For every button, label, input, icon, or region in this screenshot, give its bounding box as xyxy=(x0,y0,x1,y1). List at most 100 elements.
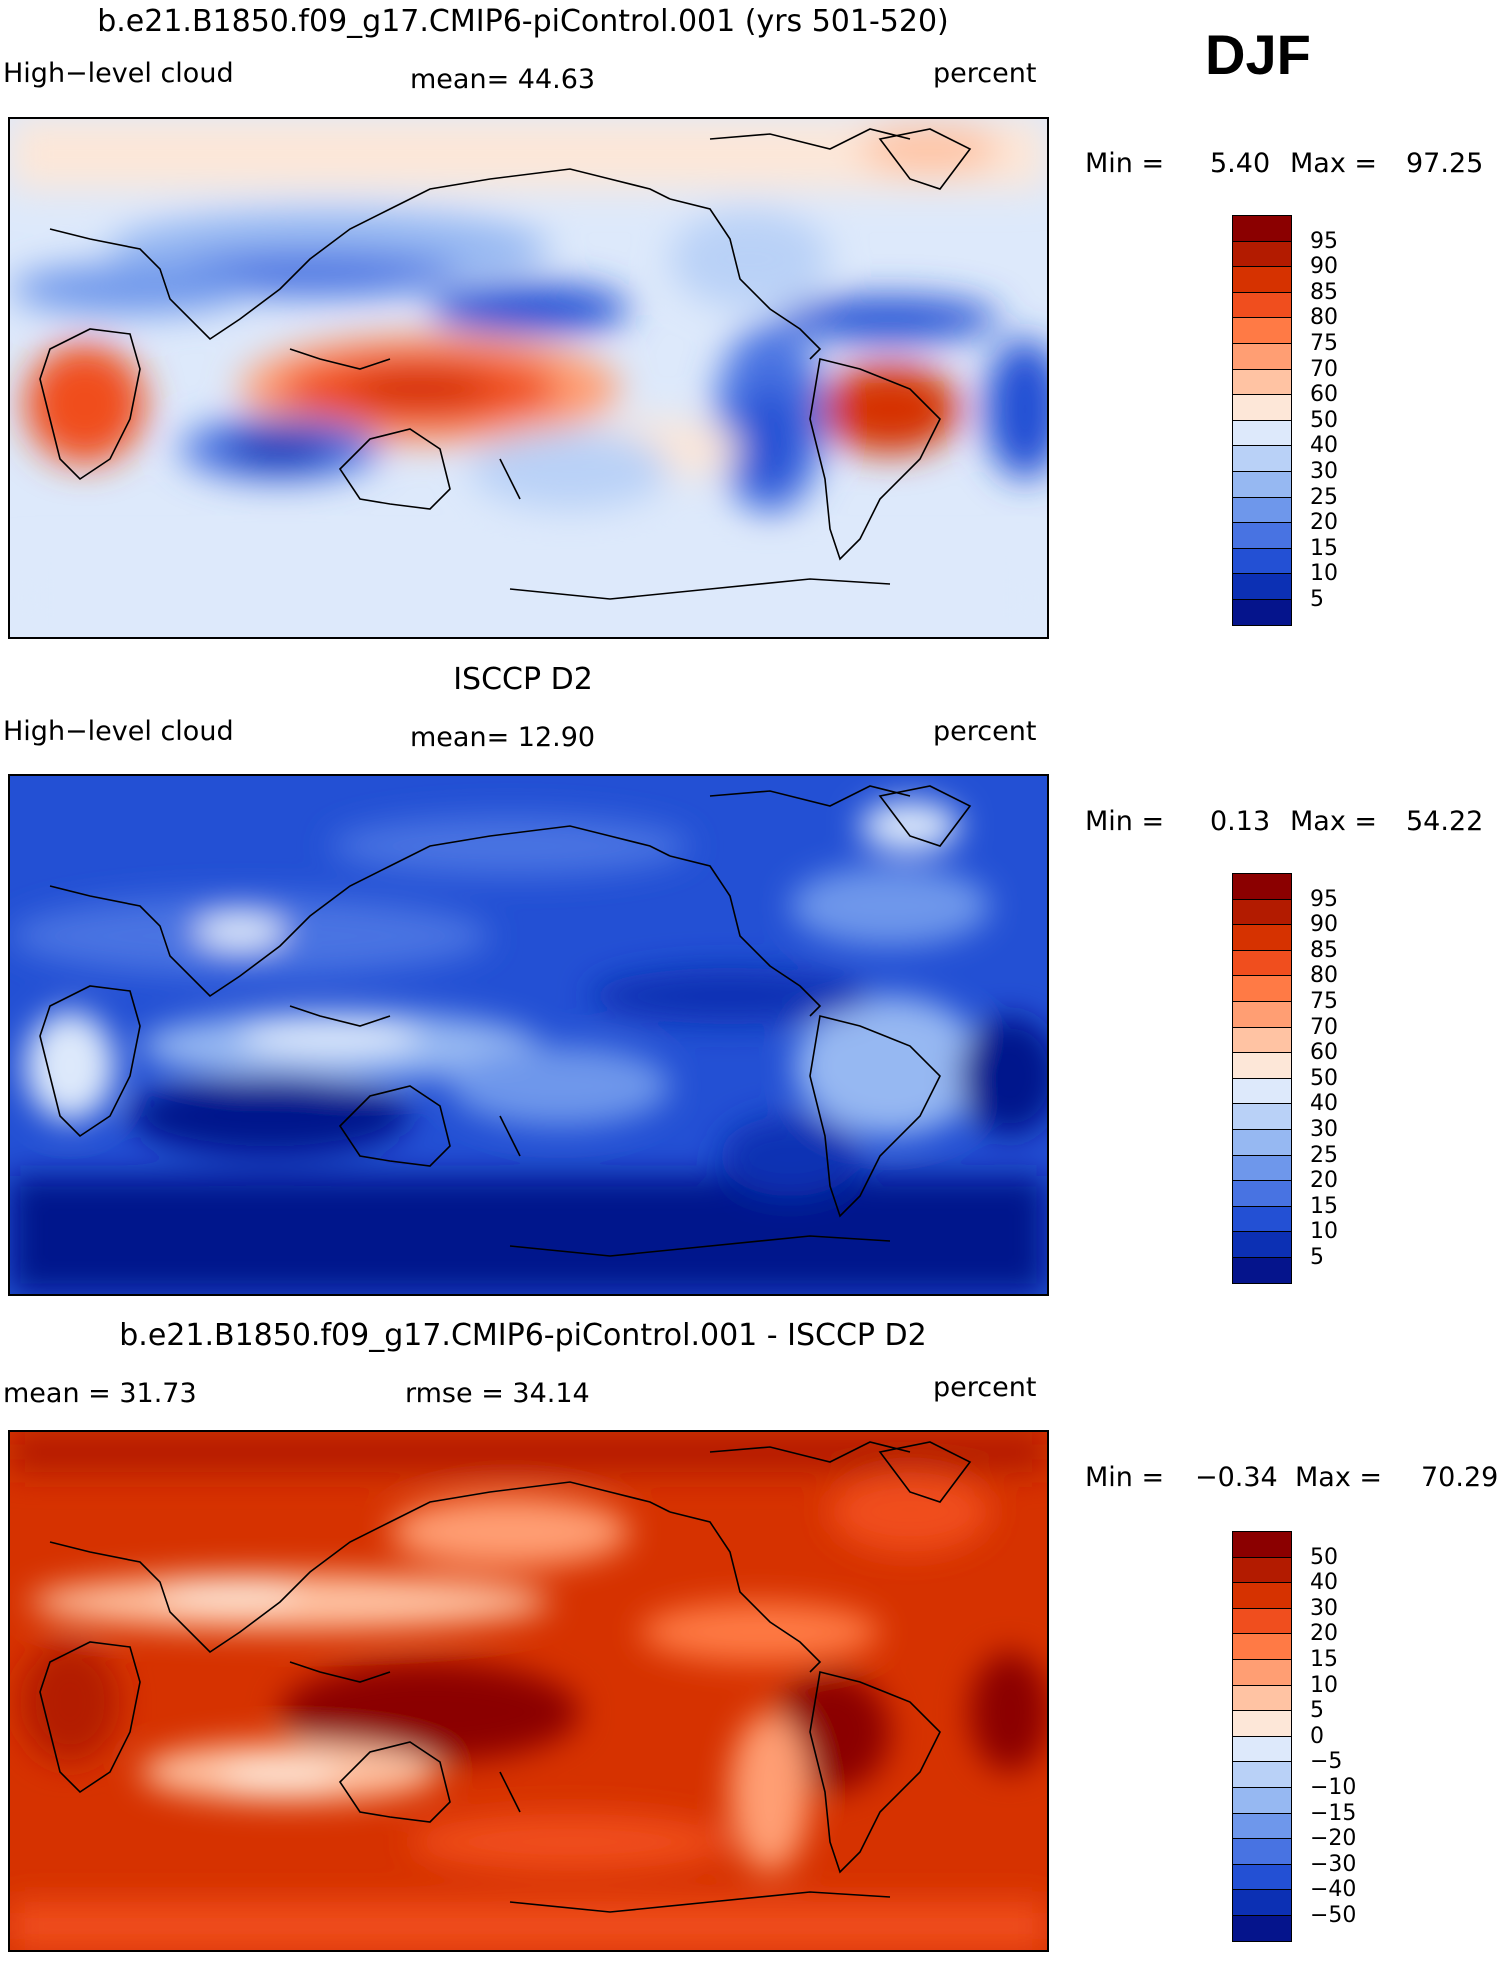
panel-2-mean-label: mean= 12.90 xyxy=(410,722,596,753)
panel-3-units-label: percent xyxy=(933,1372,1037,1403)
colorbar-swatch xyxy=(1232,419,1292,447)
panel-2-min-value: 0.13 xyxy=(1210,806,1271,837)
colorbar-swatch xyxy=(1232,394,1292,421)
panel-1-map-svg xyxy=(10,119,1047,637)
panel-1-max-value: 97.25 xyxy=(1406,148,1484,179)
colorbar-tick-label: 75 xyxy=(1310,331,1338,356)
colorbar-swatch xyxy=(1232,471,1292,498)
panel-2-map xyxy=(8,774,1049,1296)
colorbar-swatch xyxy=(1232,1129,1292,1156)
colorbar-tick-label: 70 xyxy=(1310,356,1338,382)
colorbar-swatch xyxy=(1232,1607,1292,1635)
colorbar-tick-label: −20 xyxy=(1310,1826,1357,1852)
colorbar-swatch xyxy=(1232,1257,1292,1284)
colorbar-tick-label: 50 xyxy=(1310,407,1338,433)
colorbar-tick-label: 95 xyxy=(1310,228,1338,254)
panel-1-max-label: Max = xyxy=(1290,148,1378,179)
colorbar-swatch xyxy=(1232,1838,1292,1865)
colorbar-tick-label: −50 xyxy=(1310,1903,1357,1928)
panel-1-min-value: 5.40 xyxy=(1210,148,1271,179)
colorbar-swatch xyxy=(1232,445,1292,472)
colorbar-tick-label: 40 xyxy=(1310,1570,1338,1596)
colorbar-tick-label: 15 xyxy=(1310,1647,1338,1672)
colorbar-swatch xyxy=(1232,1103,1292,1130)
panel-1-units-label: percent xyxy=(933,58,1037,89)
colorbar-tick-label: 30 xyxy=(1310,459,1338,484)
colorbar-tick-label: −10 xyxy=(1310,1775,1357,1800)
colorbar-tick-label: 90 xyxy=(1310,254,1338,280)
colorbar-tick-label: 60 xyxy=(1310,382,1338,408)
colorbar-tick-label: 25 xyxy=(1310,484,1338,510)
panel-2-min-label: Min = xyxy=(1085,806,1165,837)
colorbar-swatch xyxy=(1232,1154,1292,1182)
colorbar-swatch xyxy=(1232,599,1292,626)
colorbar-swatch xyxy=(1232,1684,1292,1712)
panel-3-map-svg xyxy=(10,1432,1047,1950)
colorbar-tick-label: 40 xyxy=(1310,433,1338,459)
colorbar-swatch xyxy=(1232,1077,1292,1105)
panel-3-title: b.e21.B1850.f09_g17.CMIP6-piControl.001 … xyxy=(119,1318,927,1353)
colorbar-swatch xyxy=(1232,898,1292,926)
colorbar-swatch xyxy=(1232,1633,1292,1660)
colorbar-tick-label: −15 xyxy=(1310,1800,1357,1826)
colorbar-swatch xyxy=(1232,368,1292,396)
colorbar-tick-label: 10 xyxy=(1310,561,1338,587)
colorbar-swatch xyxy=(1232,291,1292,319)
panel-2-variable-label: High−level cloud xyxy=(3,716,234,747)
season-label: DJF xyxy=(1205,23,1311,86)
colorbar-tick-label: 80 xyxy=(1310,305,1338,331)
panel-3-min-value: −0.34 xyxy=(1195,1462,1278,1493)
colorbar-swatch xyxy=(1232,522,1292,549)
colorbar-tick-label: 30 xyxy=(1310,1595,1338,1621)
colorbar-tick-label: 50 xyxy=(1310,1544,1338,1570)
colorbar-swatch xyxy=(1232,1001,1292,1028)
colorbar-tick-label: 85 xyxy=(1310,937,1338,963)
colorbar-tick-label: 50 xyxy=(1310,1065,1338,1091)
colorbar-swatch xyxy=(1232,1582,1292,1609)
colorbar-swatch xyxy=(1232,1556,1292,1584)
panel-1-coastlines xyxy=(39,128,972,600)
colorbar-swatch xyxy=(1232,317,1292,344)
colorbar-tick-label: 30 xyxy=(1310,1117,1338,1142)
colorbar-tick-label: 70 xyxy=(1310,1014,1338,1040)
panel-1-map xyxy=(8,117,1049,639)
panel-3-mean-label: mean = 31.73 xyxy=(3,1378,197,1409)
colorbar-swatch xyxy=(1232,949,1292,977)
colorbar-swatch xyxy=(1232,573,1292,600)
colorbar-swatch xyxy=(1232,1052,1292,1079)
colorbar-swatch xyxy=(1232,873,1292,900)
colorbar-swatch xyxy=(1232,1180,1292,1207)
colorbar-tick-label: 95 xyxy=(1310,886,1338,912)
colorbar-swatch xyxy=(1232,1231,1292,1258)
colorbar-swatch xyxy=(1232,1889,1292,1916)
colorbar-swatch xyxy=(1232,975,1292,1002)
panel-3-map xyxy=(8,1430,1049,1952)
colorbar-tick-label: −40 xyxy=(1310,1877,1357,1903)
colorbar-swatch xyxy=(1232,266,1292,293)
colorbar-tick-label: 0 xyxy=(1310,1723,1324,1749)
colorbar-tick-label: 60 xyxy=(1310,1040,1338,1066)
colorbar-tick-label: 90 xyxy=(1310,912,1338,938)
panel-2-map-svg xyxy=(10,776,1047,1294)
colorbar-tick-label: 10 xyxy=(1310,1219,1338,1245)
colorbar-tick-label: 10 xyxy=(1310,1672,1338,1698)
colorbar-swatch xyxy=(1232,215,1292,242)
panel-3-max-label: Max = xyxy=(1295,1462,1383,1493)
colorbar-swatch xyxy=(1232,1735,1292,1763)
colorbar-tick-label: 20 xyxy=(1310,1168,1338,1194)
colorbar-swatch xyxy=(1232,1531,1292,1558)
panel-1-title: b.e21.B1850.f09_g17.CMIP6-piControl.001 … xyxy=(97,4,949,39)
colorbar-swatch xyxy=(1232,1761,1292,1788)
colorbar-swatch xyxy=(1232,547,1292,575)
colorbar-swatch xyxy=(1232,1863,1292,1891)
colorbar-swatch xyxy=(1232,1026,1292,1054)
colorbar-swatch xyxy=(1232,1659,1292,1686)
panel-2-title: ISCCP D2 xyxy=(453,662,593,697)
colorbar-tick-label: 20 xyxy=(1310,1621,1338,1647)
colorbar-swatch xyxy=(1232,924,1292,951)
panel-2-max-label: Max = xyxy=(1290,806,1378,837)
panel-3-min-label: Min = xyxy=(1085,1462,1165,1493)
colorbar-tick-label: −5 xyxy=(1310,1749,1343,1775)
panel-1-min-label: Min = xyxy=(1085,148,1165,179)
panel-2-units-label: percent xyxy=(933,716,1037,747)
